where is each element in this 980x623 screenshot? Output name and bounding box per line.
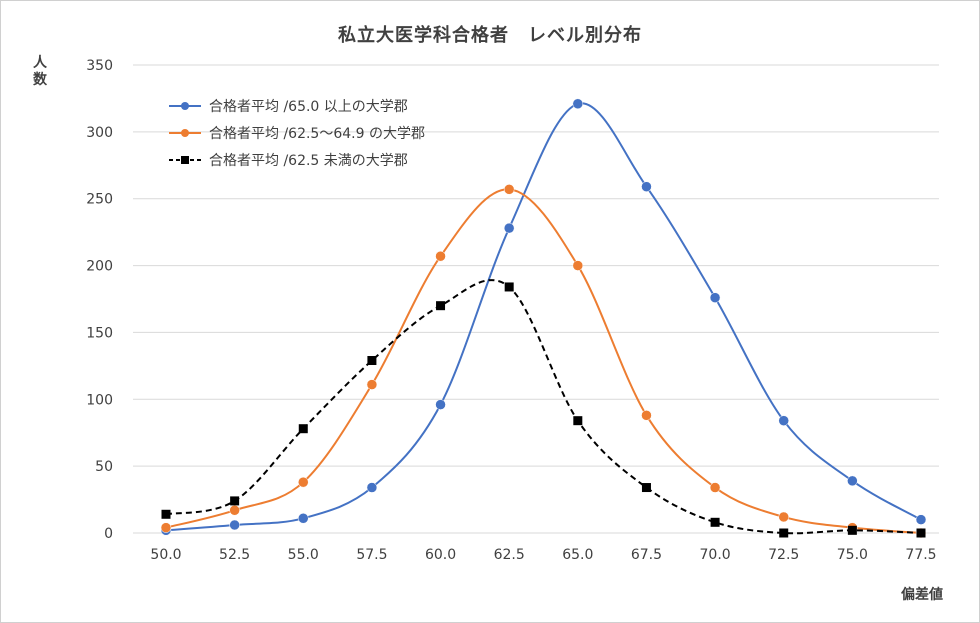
x-tick-label: 52.5 — [219, 547, 250, 563]
data-point — [710, 517, 720, 527]
y-tick-label: 0 — [104, 526, 113, 542]
y-tick-label: 250 — [86, 192, 113, 208]
x-tick-label: 65.0 — [562, 547, 593, 563]
data-point — [915, 514, 927, 525]
legend-label: 合格者平均 /65.0 以上の大学郡 — [209, 99, 408, 115]
legend-marker — [181, 102, 189, 110]
data-point — [641, 181, 652, 192]
data-point — [298, 513, 309, 524]
data-point — [367, 356, 377, 366]
data-point — [436, 301, 446, 311]
legend-label: 合格者平均 /62.5 未満の大学郡 — [209, 153, 408, 169]
data-point — [641, 483, 651, 493]
x-tick-label: 67.5 — [631, 547, 662, 563]
y-tick-label: 100 — [86, 392, 113, 408]
x-tick-label: 72.5 — [768, 547, 799, 563]
data-point — [366, 379, 378, 390]
x-tick-label: 77.5 — [905, 547, 936, 563]
x-tick-label: 60.0 — [425, 547, 456, 563]
x-axis-label: 偏差値 — [901, 587, 943, 603]
data-point — [298, 424, 308, 434]
series-line — [165, 279, 922, 535]
y-tick-label: 50 — [95, 459, 113, 475]
y-tick-label: 300 — [86, 125, 113, 141]
data-point — [503, 184, 515, 195]
series-line — [165, 188, 922, 534]
data-point — [229, 505, 240, 516]
data-point — [160, 522, 172, 533]
x-tick-label: 57.5 — [356, 547, 387, 563]
data-point — [779, 528, 789, 538]
legend-marker — [181, 129, 189, 137]
data-point — [572, 98, 584, 110]
x-tick-label: 55.0 — [288, 547, 319, 563]
y-tick-label: 200 — [86, 259, 113, 275]
data-point — [778, 415, 789, 426]
data-point — [847, 475, 858, 487]
data-point — [161, 509, 171, 519]
data-point — [709, 482, 721, 493]
y-tick-label: 350 — [86, 58, 113, 74]
x-tick-label: 62.5 — [494, 547, 525, 563]
chart-title: 私立大医学科合格者 レベル別分布 — [338, 25, 642, 46]
data-point — [435, 250, 446, 262]
data-point — [504, 282, 514, 292]
data-point — [916, 528, 926, 538]
data-point — [503, 222, 515, 234]
data-point — [641, 410, 652, 421]
y-tick-label: 150 — [86, 325, 113, 341]
data-point — [366, 482, 378, 493]
y-axis-label: 人数 — [33, 55, 47, 88]
x-tick-label: 75.0 — [837, 547, 868, 563]
data-point — [435, 399, 446, 410]
x-tick-label: 70.0 — [700, 547, 731, 563]
data-point — [572, 260, 584, 271]
data-point — [230, 496, 240, 506]
legend-label: 合格者平均 /62.5～64.9 の大学郡 — [209, 126, 425, 142]
data-point — [847, 525, 857, 535]
data-point — [229, 519, 240, 531]
x-tick-label: 50.0 — [150, 547, 181, 563]
data-point — [778, 511, 789, 523]
legend-marker — [181, 156, 189, 164]
data-point — [573, 416, 583, 426]
data-point — [709, 292, 721, 303]
data-point — [298, 476, 309, 488]
